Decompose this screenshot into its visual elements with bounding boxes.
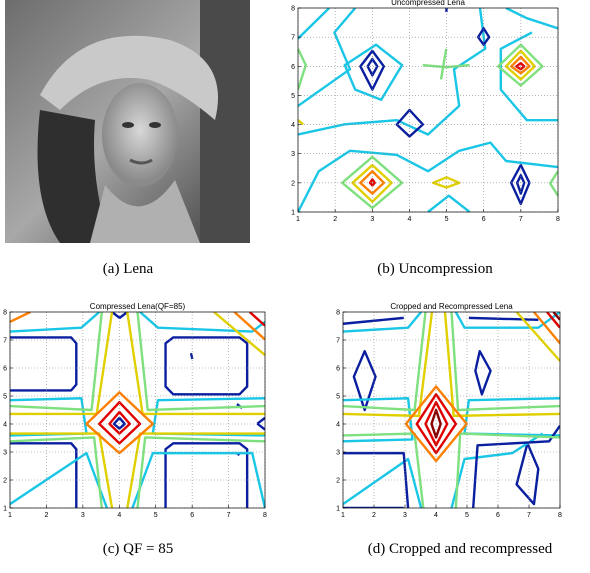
x-tick-label: 6 [190, 512, 194, 519]
plot-title: Compressed Lena(QF=85) [90, 302, 186, 311]
caption: (b) Uncompression [377, 261, 493, 277]
x-tick-label: 6 [482, 216, 486, 223]
x-tick-label: 3 [370, 216, 374, 223]
y-tick-label: 4 [336, 422, 340, 429]
contour-line [10, 312, 265, 508]
x-tick-label: 2 [333, 216, 337, 223]
x-tick-label: 3 [81, 512, 85, 519]
x-tick-label: 2 [372, 512, 376, 519]
y-tick-label: 5 [336, 394, 340, 401]
y-tick-label: 7 [291, 35, 295, 42]
caption: (d) Cropped and recompressed [368, 541, 553, 557]
y-tick-label: 6 [291, 64, 295, 71]
y-tick-label: 8 [291, 6, 295, 13]
x-tick-label: 8 [558, 512, 562, 519]
contour-line [298, 8, 355, 106]
contour-plot [10, 312, 265, 508]
contour-line [10, 312, 265, 508]
y-tick-label: 1 [3, 506, 7, 513]
plot-axes: 1 2 3 4 5 6 7 8 1 2 3 4 5 6 7 8 [3, 310, 267, 520]
x-tick-label: 1 [296, 216, 300, 223]
y-tick-label: 7 [336, 338, 340, 345]
x-tick-label: 7 [227, 512, 231, 519]
contour-line [345, 45, 470, 212]
y-tick-label: 6 [336, 366, 340, 373]
contour-line [298, 8, 485, 134]
contour-line [298, 143, 558, 212]
x-tick-label: 6 [496, 512, 500, 519]
x-tick-label: 4 [434, 512, 438, 519]
plot-axes: 1 2 3 4 5 6 7 8 1 2 3 4 5 6 7 8 [291, 6, 560, 224]
contour-line [432, 312, 560, 437]
y-tick-label: 6 [3, 366, 7, 373]
y-tick-label: 7 [3, 338, 7, 345]
plot-frame [342, 311, 561, 509]
y-tick-label: 4 [291, 122, 295, 129]
contour-line [99, 312, 265, 443]
y-tick-label: 5 [291, 93, 295, 100]
contour-line [343, 351, 538, 508]
plot-frame [9, 311, 266, 509]
y-tick-label: 1 [336, 506, 340, 513]
caption: (a) Lena [103, 261, 154, 277]
y-tick-label: 8 [336, 310, 340, 317]
contour-line [298, 49, 558, 196]
x-tick-label: 1 [341, 512, 345, 519]
contour-line [360, 57, 529, 194]
contour-line [343, 318, 560, 508]
contour-line [343, 312, 560, 508]
lena-image [5, 0, 250, 243]
x-tick-label: 4 [117, 512, 121, 519]
contour-line [10, 337, 76, 508]
contour-line [114, 418, 125, 429]
y-tick-label: 5 [3, 394, 7, 401]
y-tick-label: 3 [336, 450, 340, 457]
contour-line [343, 312, 560, 416]
contour-line [342, 45, 542, 208]
y-tick-label: 2 [3, 478, 7, 485]
y-tick-label: 2 [336, 478, 340, 485]
contour-line [112, 312, 265, 455]
plot-axes: 1 2 3 4 5 6 7 8 1 2 3 4 5 6 7 8 [336, 310, 562, 520]
x-tick-label: 4 [407, 216, 411, 223]
y-tick-label: 8 [3, 310, 7, 317]
contour-line [406, 312, 560, 461]
x-tick-label: 5 [154, 512, 158, 519]
x-tick-label: 8 [556, 216, 560, 223]
x-tick-label: 7 [527, 512, 531, 519]
y-tick-label: 3 [291, 151, 295, 158]
contour-plot [343, 312, 560, 508]
x-tick-label: 3 [403, 512, 407, 519]
plot-frame [297, 7, 559, 213]
x-tick-label: 2 [44, 512, 48, 519]
contour-plot [298, 8, 558, 212]
y-tick-label: 3 [3, 450, 7, 457]
y-tick-label: 1 [291, 210, 295, 217]
captions: (a) Lena (b) Uncompression (c) QF = 85 (… [103, 261, 553, 557]
y-tick-label: 4 [3, 422, 7, 429]
contour-line [298, 51, 535, 202]
plot-title: Cropped and Recompressed Lena [390, 302, 513, 311]
x-tick-label: 7 [519, 216, 523, 223]
x-tick-label: 5 [445, 216, 449, 223]
caption: (c) QF = 85 [103, 541, 174, 557]
y-tick-label: 2 [291, 180, 295, 187]
contour-line [166, 337, 248, 508]
x-tick-label: 1 [8, 512, 12, 519]
x-tick-label: 5 [465, 512, 469, 519]
plot-title: Uncompressed Lena [391, 0, 465, 7]
contour-line [343, 312, 560, 508]
contour-line [501, 8, 558, 120]
x-tick-label: 8 [263, 512, 267, 519]
